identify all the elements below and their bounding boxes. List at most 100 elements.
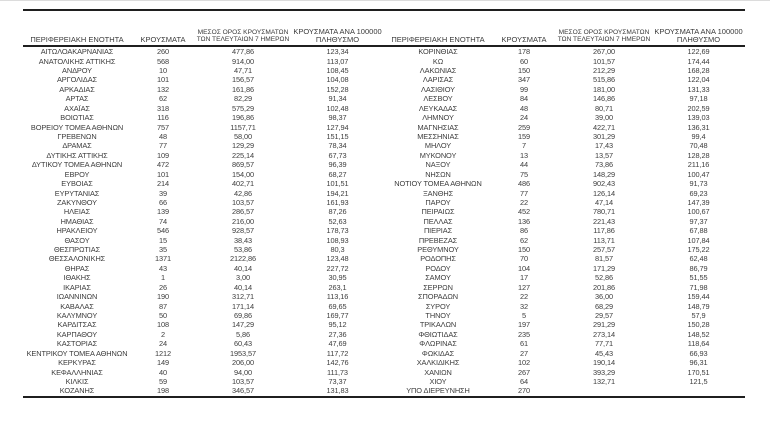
per100k-cell: 73,37 [328,376,347,386]
avg7-cell: 914,00 [231,56,254,66]
avg7-cell: 393,29 [592,367,615,377]
cases-cell: 267 [517,367,531,377]
per100k-cell: 80,3 [330,245,345,255]
region-name-cell: ΠΡΕΒΕΖΑΣ [418,235,458,245]
region-name-cell: ΝΟΤΙΟΥ ΤΟΜΕΑ ΑΘΗΝΩΝ [394,179,482,189]
per100k-cell: 67,88 [689,226,708,236]
table-panel-left: ΑΙΤΩΛΟΑΚΑΡΝΑΝΙΑΣ 260 477,86 123,34 ΑΝΑΤΟΛΙΚΗ… [23,47,384,396]
cases-cell: 66 [158,197,168,207]
avg7-cell: 422,71 [592,122,615,132]
region-name-cell: ΚΑΒΑΛΑΣ [60,301,94,311]
avg7-cell: 58,00 [234,132,252,141]
avg7-cell: 47,14 [595,197,613,207]
per100k-cell: 96,31 [689,358,708,368]
avg7-cell: 171,29 [592,263,615,273]
table-row: ΔΡΑΜΑΣ 77 129,29 78,34 [23,141,384,150]
table-row: ΚΟΖΑΝΗΣ 198 346,57 131,83 [23,386,384,395]
avg7-cell: 5,86 [236,329,250,339]
region-name-cell: ΜΗΛΟΥ [424,141,452,151]
avg7-cell: 928,57 [231,226,254,236]
region-name-cell: ΘΕΣΣΑΛΟΝΙΚΗΣ [48,254,106,264]
region-name-cell: ΑΙΤΩΛΟΑΚΑΡΝΑΝΙΑΣ [40,47,114,57]
per100k-cell: 123,34 [326,47,349,57]
per100k-cell: 97,37 [689,216,708,226]
region-name-cell: ΛΕΣΒΟΥ [423,94,453,104]
region-name-cell: ΜΥΚΟΝΟΥ [419,150,457,160]
table-header-row: ΠΕΡΙΦΕΡΕΙΑΚΗ ΕΝΟΤΗΤΑ ΚΡΟΥΣΜΑΤΑ ΜΕΣΟΣ ΟΡΟ… [23,11,745,47]
region-name-cell: ΓΡΕΒΕΝΩΝ [57,132,97,141]
region-name-cell: ΑΡΚΑΔΙΑΣ [59,84,95,94]
region-name-cell: ΤΗΝΟΥ [425,311,451,321]
per100k-cell: 123,48 [326,254,349,264]
table-row: ΞΑΝΘΗΣ 77 126,14 69,23 [384,188,745,198]
cases-cell: 149 [156,358,170,368]
region-name-cell: ΘΕΣΠΡΩΤΙΑΣ [53,245,101,255]
header-region: ΠΕΡΙΦΕΡΕΙΑΚΗ ΕΝΟΤΗΤΑ [391,34,485,44]
region-name-cell: ΑΧΑΪΑΣ [64,103,90,113]
region-name-cell: ΧΑΝΙΩΝ [424,367,452,377]
per100k-cell: 96,39 [328,160,347,170]
table-row: ΧΑΝΙΩΝ 267 393,29 170,51 [384,367,745,377]
table-row: ΦΛΩΡΙΝΑΣ 61 77,71 118,64 [384,339,745,348]
per100k-cell: 118,64 [687,339,710,349]
cases-cell: 22 [519,197,529,207]
region-name-cell: ΡΕΘΥΜΝΟΥ [417,245,459,255]
table-row: ΑΡΤΑΣ 62 82,29 91,34 [23,94,384,103]
table-row: ΚΑΡΠΑΘΟΥ 2 5,86 27,36 [23,330,384,339]
avg7-cell: 126,14 [592,188,615,198]
cases-cell: 44 [519,160,529,170]
cases-cell: 2 [160,329,165,339]
region-name-cell: ΘΑΣΟΥ [64,235,90,245]
table-row: ΚΕΝΤΡΙΚΟΥ ΤΟΜΕΑ ΑΘΗΝΩΝ 1212 1953,57 117,72 [23,349,384,358]
avg7-cell: 129,29 [231,141,254,151]
region-name-cell: ΠΕΙΡΑΙΩΣ [421,207,455,217]
per100k-cell: 70,48 [689,141,708,151]
cases-cell: 757 [156,122,170,132]
avg7-cell: 257,57 [592,245,615,255]
per100k-cell: 107,84 [687,235,710,245]
header-avg7-line2: ΤΩΝ ΤΕΛΕΥΤΑΙΩΝ 7 ΗΜΕΡΩΝ [557,36,651,44]
cases-cell: 50 [158,311,168,321]
cases-cell: 197 [517,320,531,330]
avg7-cell: 45,43 [595,348,613,358]
cases-cell: 198 [156,386,170,396]
per100k-cell: 136,31 [687,122,710,132]
region-name-cell: ΔΡΑΜΑΣ [62,141,92,151]
avg7-cell: 273,14 [592,329,615,339]
cases-cell: 70 [519,254,529,264]
avg7-cell: 68,29 [595,301,613,311]
cases-cell: 1212 [154,348,172,358]
region-name-cell: ΚΩ [432,56,444,66]
avg7-cell: 148,29 [592,169,615,179]
cases-cell: 102 [517,358,531,368]
table-row: ΑΝΑΤΟΛΙΚΗΣ ΑΤΤΙΚΗΣ 568 914,00 113,07 [23,56,384,66]
table-row: ΑΡΓΟΛΙΔΑΣ 101 156,57 104,08 [23,75,384,84]
avg7-cell: 190,14 [592,358,615,368]
region-name-cell: ΣΠΟΡΑΔΩΝ [418,292,458,302]
region-name-cell: ΜΕΣΣΗΝΙΑΣ [417,132,459,141]
header-per100k-line1: ΚΡΟΥΣΜΑΤΑ ΑΝΑ 100000 [293,26,382,36]
cases-cell: 568 [156,56,170,66]
table-row: ΛΗΜΝΟΥ 24 39,00 139,03 [384,113,745,122]
avg7-cell: 103,57 [231,197,254,207]
avg7-cell: 154,00 [231,169,254,179]
table-row: ΝΗΣΩΝ 75 148,29 100,47 [384,169,745,179]
region-name-cell: ΛΑΚΩΝΙΑΣ [419,66,457,76]
region-name-cell: ΦΛΩΡΙΝΑΣ [419,339,457,349]
avg7-cell: 81,57 [595,254,613,264]
cases-cell: 546 [156,226,170,236]
table-row: ΛΑΡΙΣΑΣ 347 515,86 122,04 [384,75,745,84]
cases-cell: 159 [517,132,531,141]
per100k-cell: 131,83 [326,386,349,396]
per100k-cell: 148,79 [687,301,710,311]
avg7-cell: 902,43 [592,179,615,189]
per100k-cell: 263,1 [328,282,347,292]
header-per100k-line2: ΠΛΗΘΥΣΜΟ [315,34,360,44]
per100k-cell: 98,37 [328,113,347,123]
avg7-cell: 291,29 [592,320,615,330]
table-row: ΛΕΣΒΟΥ 84 146,86 97,18 [384,94,745,103]
avg7-cell: 206,00 [231,358,254,368]
header-cases: ΚΡΟΥΣΜΑΤΑ [140,34,186,44]
table-row: ΝΟΤΙΟΥ ΤΟΜΕΑ ΑΘΗΝΩΝ 486 902,43 91,73 [384,179,745,188]
cases-cell: 10 [158,66,168,76]
